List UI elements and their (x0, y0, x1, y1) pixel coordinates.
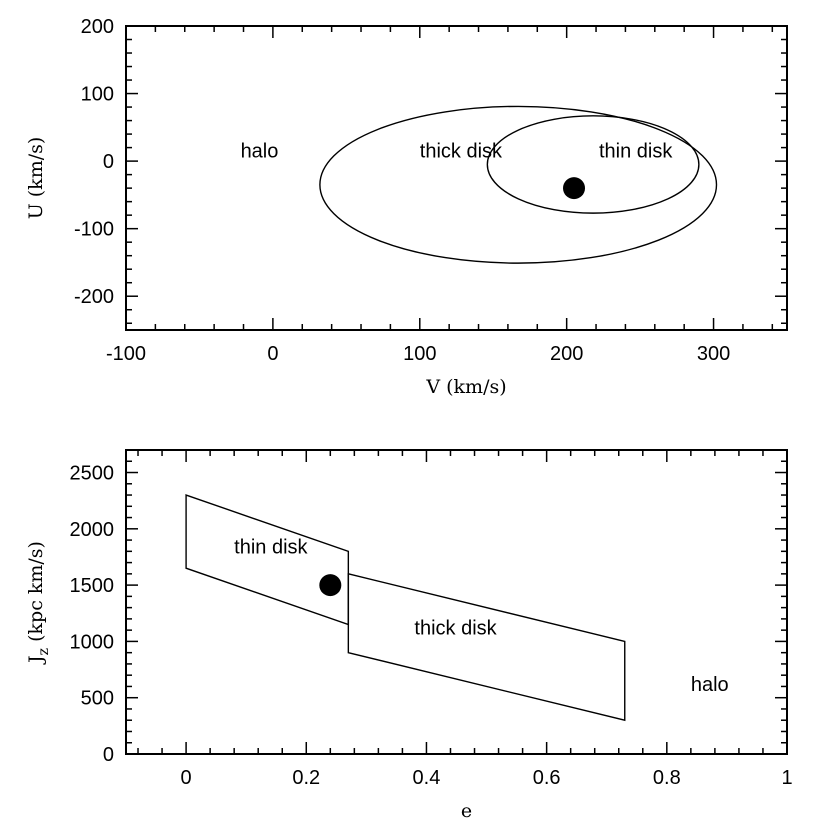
x-axis-title: e (461, 800, 472, 822)
x-tick-label: 0.4 (413, 767, 441, 789)
x-tick-label: 0 (267, 343, 278, 365)
y-tick-label: 100 (81, 84, 114, 106)
x-tick-label: 100 (403, 343, 436, 365)
halo-label: halo (241, 141, 279, 163)
plot-frame (125, 449, 788, 755)
thin-disk-boundary (486, 115, 700, 214)
thick-disk-label: thick disk (414, 618, 497, 640)
thick-disk-boundary (319, 105, 718, 264)
y-axis-title: U (km/s) (25, 137, 47, 220)
x-tick-label: 1 (781, 767, 792, 789)
y-tick-label: 500 (81, 688, 114, 710)
y-tick-label: 200 (81, 16, 114, 38)
x-tick-label: -100 (106, 343, 146, 365)
x-axis-title: V (km/s) (425, 376, 506, 398)
y-tick-label: 1500 (70, 575, 115, 597)
thin-disk-label: thin disk (234, 537, 308, 559)
x-tick-label: 0 (181, 767, 192, 789)
y-tick-label: 2000 (70, 519, 115, 541)
x-tick-label: 0.6 (533, 767, 561, 789)
y-tick-label: -200 (74, 286, 114, 308)
y-tick-label: -100 (74, 219, 114, 241)
halo-label: halo (691, 674, 729, 696)
y-axis-title: Jz (kpc km/s) (25, 541, 52, 665)
x-tick-label: 0.8 (653, 767, 681, 789)
y-tick-label: 0 (103, 744, 114, 766)
y-tick-label: 2500 (70, 463, 115, 485)
y-tick-label: 1000 (70, 631, 115, 653)
thick-disk-label: thick disk (420, 141, 503, 163)
panel-1: -100 0 100 200 300 -200 -100 0 100 200 V (km/s) U (… (25, 16, 788, 398)
data-point (563, 177, 586, 200)
panel-2: 0 0.2 0.4 0.6 0.8 1 0 500 1000 1500 2000 2500 e Jz (k… (25, 449, 793, 822)
data-point (319, 574, 342, 597)
x-tick-label: 200 (550, 343, 583, 365)
plot-frame (125, 25, 788, 331)
y-tick-label: 0 (103, 151, 114, 173)
thick-disk-boundary (347, 572, 626, 722)
x-tick-label: 300 (697, 343, 730, 365)
x-tick-label: 0.2 (292, 767, 320, 789)
thin-disk-label: thin disk (599, 141, 673, 163)
thin-disk-boundary (185, 494, 350, 626)
